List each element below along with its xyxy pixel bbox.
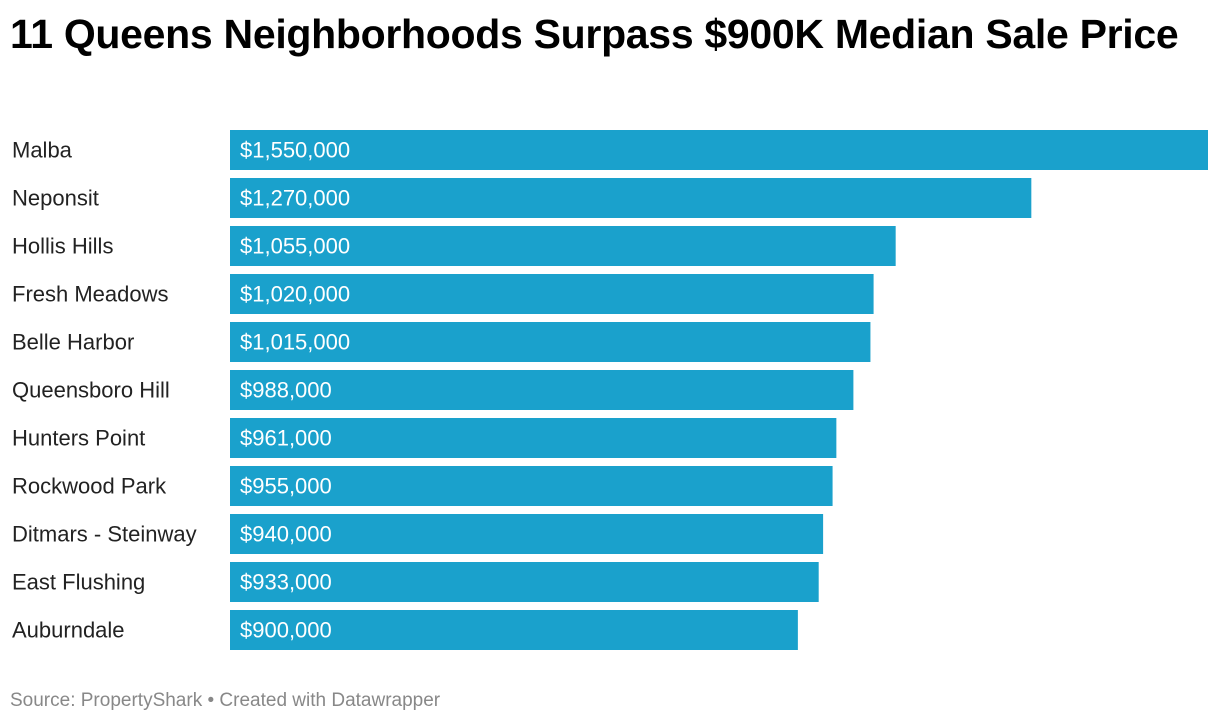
- bar-row: Belle Harbor $1,015,000: [12, 322, 871, 362]
- bar: [230, 130, 1208, 170]
- category-label: Queensboro Hill: [12, 378, 170, 403]
- value-label: $940,000: [240, 522, 332, 547]
- category-label: Hollis Hills: [12, 234, 113, 259]
- bar-row: Fresh Meadows $1,020,000: [12, 274, 874, 314]
- value-label: $933,000: [240, 570, 332, 595]
- bar-row: Rockwood Park $955,000: [12, 466, 833, 506]
- category-label: East Flushing: [12, 570, 145, 595]
- bar-row: Malba $1,550,000: [12, 130, 1208, 170]
- bar: [230, 562, 819, 602]
- value-label: $961,000: [240, 426, 332, 451]
- bar: [230, 370, 854, 410]
- bar-row: Neponsit $1,270,000: [12, 178, 1032, 218]
- source-text: Source: PropertyShark: [10, 690, 203, 711]
- bar: [230, 514, 824, 554]
- chart-footer: Source: PropertyShark • Created with Dat…: [10, 690, 440, 712]
- bar: [230, 178, 1032, 218]
- bar-row: Ditmars - Steinway $940,000: [12, 514, 824, 554]
- value-label: $955,000: [240, 474, 332, 499]
- bar-row: Queensboro Hill $988,000: [12, 370, 854, 410]
- value-label: $1,550,000: [240, 138, 350, 163]
- category-label: Neponsit: [12, 186, 99, 211]
- value-label: $1,055,000: [240, 234, 350, 259]
- footer-separator: •: [202, 690, 220, 711]
- value-label: $1,015,000: [240, 330, 350, 355]
- bar: [230, 418, 837, 458]
- category-label: Auburndale: [12, 618, 125, 643]
- value-label: $988,000: [240, 378, 332, 403]
- category-label: Hunters Point: [12, 426, 145, 451]
- category-label: Rockwood Park: [12, 474, 167, 499]
- value-label: $1,020,000: [240, 282, 350, 307]
- category-label: Ditmars - Steinway: [12, 522, 197, 547]
- value-label: $1,270,000: [240, 186, 350, 211]
- bar-row: Auburndale $900,000: [12, 610, 798, 650]
- value-label: $900,000: [240, 618, 332, 643]
- bar: [230, 610, 798, 650]
- bar: [230, 322, 871, 362]
- bar: [230, 466, 833, 506]
- credit-text: Created with Datawrapper: [219, 690, 441, 711]
- chart-title: 11 Queens Neighborhoods Surpass $900K Me…: [10, 11, 1179, 57]
- category-label: Fresh Meadows: [12, 282, 169, 307]
- bar-row: Hollis Hills $1,055,000: [12, 226, 896, 266]
- bar-row: East Flushing $933,000: [12, 562, 819, 602]
- bar: [230, 226, 896, 266]
- category-label: Belle Harbor: [12, 330, 134, 355]
- category-label: Malba: [12, 138, 73, 163]
- bar-row: Hunters Point $961,000: [12, 418, 837, 458]
- bars-layer: Malba $1,550,000 Neponsit $1,270,000 Hollis …: [12, 130, 1208, 650]
- bar: [230, 274, 874, 314]
